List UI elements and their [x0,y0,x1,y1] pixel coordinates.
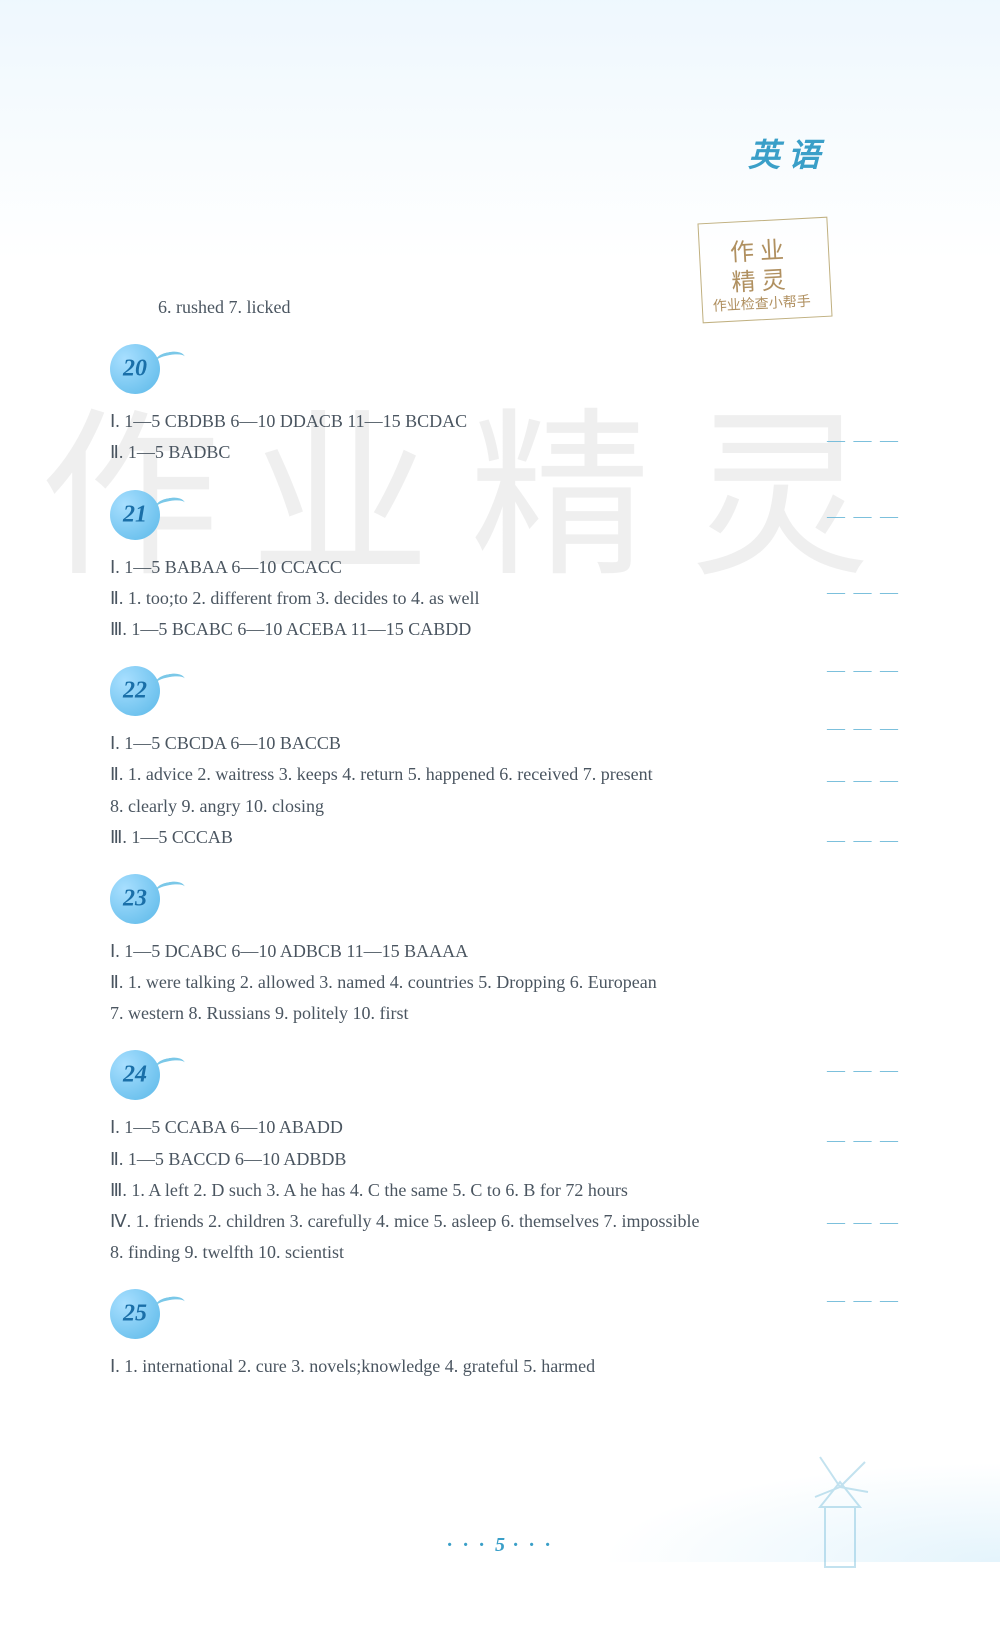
margin-mark: — — — [827,1290,900,1311]
section-bubble: 20 [110,344,160,394]
answer-line: Ⅰ. 1—5 CCABA 6—10 ABADD [110,1115,830,1140]
margin-mark: — — — [827,430,900,451]
subject-title: 英 语 [748,130,820,176]
answer-line: Ⅱ. 1—5 BADBC [110,440,830,465]
answer-line: Ⅰ. 1—5 CBDBB 6—10 DDACB 11—15 BCDAC [110,409,830,434]
windmill-icon [780,1432,900,1582]
pre-line: 6. rushed 7. licked [110,295,830,320]
answer-line: Ⅱ. 1. advice 2. waitress 3. keeps 4. ret… [110,762,830,787]
page-dots-left: · · · [447,1534,495,1556]
answer-line: 8. clearly 9. angry 10. closing [110,794,830,819]
answer-line: Ⅲ. 1—5 CCCAB [110,825,830,850]
section-bubble: 21 [110,490,160,540]
section-number: 24 [123,1062,147,1089]
swoosh-icon [154,672,186,692]
margin-mark: — — — [827,582,900,603]
answer-line: Ⅰ. 1. international 2. cure 3. novels;kn… [110,1354,830,1379]
answer-line: 7. western 8. Russians 9. politely 10. f… [110,1001,830,1026]
margin-mark: — — — [827,830,900,851]
page-number: · · · 5 · · · [0,1534,1000,1557]
answer-line: Ⅱ. 1—5 BACCD 6—10 ADBDB [110,1147,830,1172]
page-dots-right: · · · [505,1534,553,1556]
answer-line: Ⅰ. 1—5 CBCDA 6—10 BACCB [110,731,830,756]
section-number: 22 [123,678,147,705]
swoosh-icon [154,350,186,370]
section-number: 25 [123,1301,147,1328]
header-background [0,0,1000,260]
margin-mark: — — — [827,1060,900,1081]
margin-mark: — — — [827,660,900,681]
swoosh-icon [154,495,186,515]
section-bubble: 22 [110,666,160,716]
section-number: 21 [123,501,147,528]
section-number: 23 [123,885,147,912]
swoosh-icon [154,879,186,899]
answer-line: Ⅲ. 1. A left 2. D such 3. A he has 4. C … [110,1178,830,1203]
answer-line: Ⅱ. 1. too;to 2. different from 3. decide… [110,586,830,611]
answer-line: Ⅱ. 1. were talking 2. allowed 3. named 4… [110,970,830,995]
answer-line: 8. finding 9. twelfth 10. scientist [110,1240,830,1265]
swoosh-icon [154,1056,186,1076]
swoosh-icon [154,1295,186,1315]
margin-mark: — — — [827,718,900,739]
section-number: 20 [123,356,147,383]
answer-line: Ⅳ. 1. friends 2. children 3. carefully 4… [110,1209,830,1234]
page-number-value: 5 [495,1534,505,1556]
answer-line: Ⅲ. 1—5 BCABC 6—10 ACEBA 11—15 CABDD [110,617,830,642]
margin-mark: — — — [827,506,900,527]
main-content: 6. rushed 7. licked 20 Ⅰ. 1—5 CBDBB 6—10 … [110,295,830,1386]
section-bubble: 23 [110,874,160,924]
margin-mark: — — — [827,1130,900,1151]
answer-line: Ⅰ. 1—5 DCABC 6—10 ADBCB 11—15 BAAAA [110,939,830,964]
margin-mark: — — — [827,770,900,791]
answer-line: Ⅰ. 1—5 BABAA 6—10 CCACC [110,555,830,580]
section-bubble: 25 [110,1289,160,1339]
margin-mark: — — — [827,1212,900,1233]
section-bubble: 24 [110,1050,160,1100]
